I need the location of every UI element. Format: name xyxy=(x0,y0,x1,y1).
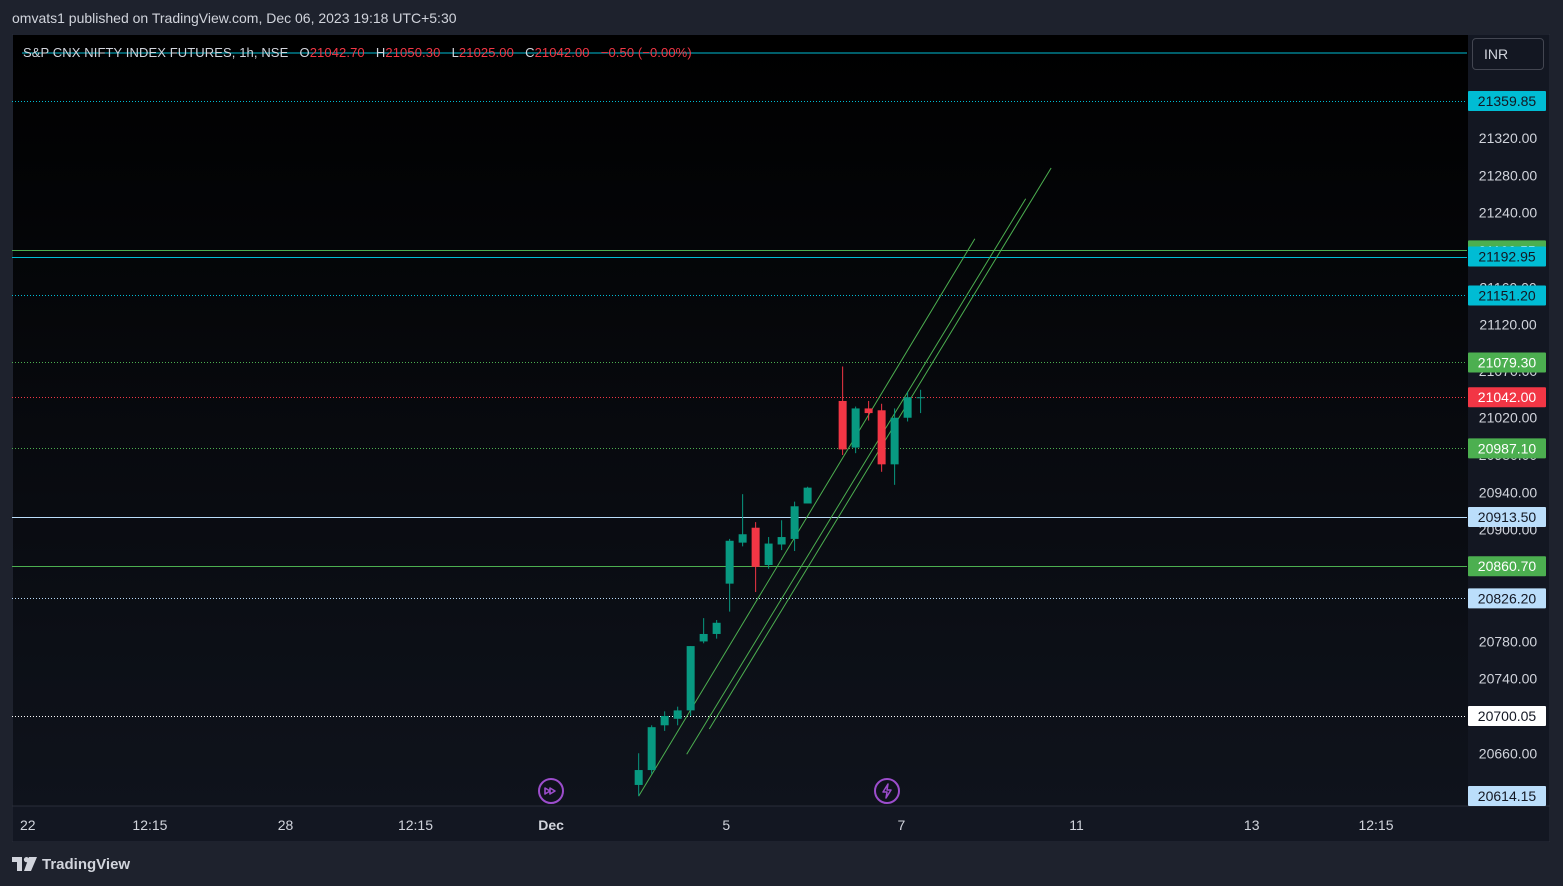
candle-body xyxy=(803,487,812,504)
chart-frame[interactable]: 21320.0021280.0021240.0021160.0021120.00… xyxy=(12,34,1550,842)
x-tick-label: 12:15 xyxy=(132,817,167,833)
level-badge xyxy=(1468,246,1546,267)
symbol-legend: S&P CNX NIFTY INDEX FUTURES, 1h, NSE O21… xyxy=(23,45,692,60)
candle-body xyxy=(790,506,799,539)
price-chart[interactable]: 21320.0021280.0021240.0021160.0021120.00… xyxy=(12,34,1550,842)
candle-body xyxy=(916,397,925,399)
candle-body xyxy=(751,527,760,567)
flash-icon[interactable] xyxy=(874,778,901,804)
level-badge-label: 20987.10 xyxy=(1478,440,1537,456)
y-tick-label: 20780.00 xyxy=(1479,633,1538,649)
x-tick-label: 12:15 xyxy=(1358,817,1393,833)
currency-button[interactable]: INR xyxy=(1472,38,1544,70)
high-value: 21050.30 xyxy=(385,45,441,60)
level-badge xyxy=(1468,387,1546,408)
level-badge-label: 20860.70 xyxy=(1478,558,1537,574)
candle-body xyxy=(903,397,912,418)
level-badge xyxy=(1468,507,1546,528)
trend-line xyxy=(638,238,976,797)
candle-body xyxy=(890,417,899,465)
level-badge xyxy=(1468,556,1546,577)
level-badge-label: 21359.85 xyxy=(1478,93,1537,109)
plot-area xyxy=(13,35,1468,806)
candle-body xyxy=(686,646,695,711)
y-tick-label: 20660.00 xyxy=(1479,745,1538,761)
candle-body xyxy=(660,715,669,726)
x-tick-label: 22 xyxy=(20,817,36,833)
level-badge-label: 20913.50 xyxy=(1478,509,1537,525)
y-tick-label: 21280.00 xyxy=(1479,167,1538,183)
y-tick-label: 21320.00 xyxy=(1479,130,1538,146)
x-tick-label: 5 xyxy=(722,817,730,833)
publisher-header: omvats1 published on TradingView.com, De… xyxy=(12,10,457,26)
open-label: O xyxy=(299,45,310,60)
x-tick-label: 13 xyxy=(1244,817,1260,833)
symbol-name: S&P CNX NIFTY INDEX FUTURES, 1h, NSE xyxy=(23,45,289,60)
level-badge xyxy=(1468,438,1546,459)
tradingview-logo-icon xyxy=(12,857,37,871)
candle-body xyxy=(851,408,860,448)
x-tick-label: 7 xyxy=(898,817,906,833)
level-badge xyxy=(1468,786,1546,806)
candle-body xyxy=(725,540,734,584)
low-label: L xyxy=(451,45,459,60)
y-tick-label: 20740.00 xyxy=(1479,671,1538,687)
y-tick-label: 21020.00 xyxy=(1479,410,1538,426)
level-badge-label: 21079.30 xyxy=(1478,354,1537,370)
y-tick-label: 20940.00 xyxy=(1479,484,1538,500)
candle-body xyxy=(864,408,873,414)
level-badge-label: 20826.20 xyxy=(1478,590,1537,606)
open-value: 21042.70 xyxy=(309,45,365,60)
candle-body xyxy=(838,400,847,450)
candle-body xyxy=(777,537,786,545)
candle-body xyxy=(738,534,747,543)
change-value: −0.50 (−0.00%) xyxy=(600,45,692,60)
candle-body xyxy=(712,622,721,634)
x-tick-label: 12:15 xyxy=(398,817,433,833)
candle-body xyxy=(764,543,773,566)
candle-body xyxy=(699,633,708,642)
level-badge-label: 20614.15 xyxy=(1478,788,1537,804)
candle-body xyxy=(877,410,886,465)
x-tick-label: 11 xyxy=(1069,817,1084,833)
y-tick-label: 21240.00 xyxy=(1479,205,1538,221)
x-tick-label: Dec xyxy=(538,817,564,833)
low-value: 21025.00 xyxy=(458,45,514,60)
level-badge xyxy=(1468,91,1546,111)
level-badge-label: 21192.95 xyxy=(1478,249,1536,265)
footer: TradingView xyxy=(12,854,130,874)
level-badge xyxy=(1468,588,1546,609)
candle-body xyxy=(634,770,643,785)
high-label: H xyxy=(375,45,386,60)
x-tick-label: 28 xyxy=(278,817,294,833)
footer-brand: TradingView xyxy=(42,855,131,873)
close-label: C xyxy=(525,45,535,60)
level-badge-label: 21151.20 xyxy=(1478,287,1536,303)
trend-line xyxy=(686,198,1027,755)
level-badge-label: 21042.00 xyxy=(1478,389,1537,405)
level-badge xyxy=(1468,705,1546,726)
candle-body xyxy=(673,710,682,719)
level-badge xyxy=(1468,285,1546,306)
close-value: 21042.00 xyxy=(534,45,590,60)
candle-body xyxy=(647,727,656,771)
level-badge xyxy=(1468,352,1546,373)
replay-forward-icon[interactable] xyxy=(538,778,565,804)
y-tick-label: 21120.00 xyxy=(1479,317,1537,333)
level-badge-label: 20700.05 xyxy=(1478,708,1537,724)
